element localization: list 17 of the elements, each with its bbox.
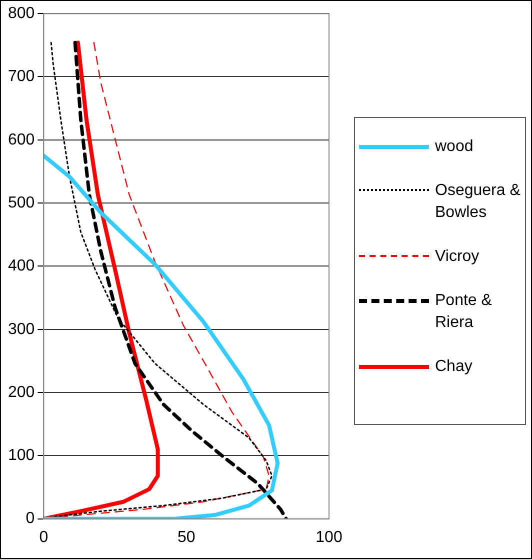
y-tick-label: 100	[8, 447, 35, 464]
y-tick-label: 200	[8, 384, 35, 401]
y-tick-label: 0	[26, 510, 35, 528]
x-tick-label: 50	[177, 528, 196, 546]
x-tick-label: 0	[39, 528, 48, 546]
legend-label: wood	[435, 137, 474, 157]
y-tick-label: 500	[8, 194, 35, 212]
legend-label: Ponte & Riera	[435, 291, 493, 333]
legend-label: Oseguera & Bowles	[435, 181, 521, 223]
y-tick-label: 400	[8, 258, 35, 275]
legend-label: Chay	[435, 357, 474, 377]
y-tick-label: 800	[8, 5, 35, 22]
y-tick-label: 300	[8, 320, 35, 338]
x-tick-label: 100	[316, 528, 342, 546]
y-tick-label: 600	[8, 131, 35, 148]
y-tick-label: 700	[8, 68, 35, 86]
legend-label: Vicroy	[435, 247, 480, 267]
